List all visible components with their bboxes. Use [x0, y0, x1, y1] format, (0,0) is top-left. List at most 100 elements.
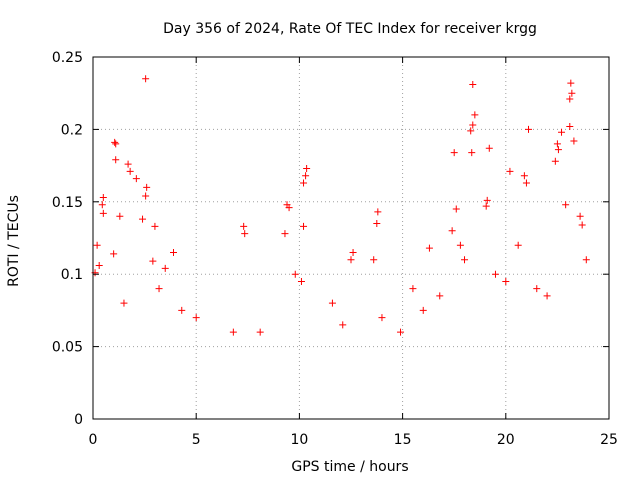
x-axis-label: GPS time / hours	[291, 459, 408, 475]
data-point	[95, 262, 103, 270]
data-point	[520, 172, 528, 180]
data-point	[425, 244, 433, 252]
data-point	[139, 215, 147, 223]
data-point	[456, 241, 464, 249]
data-point	[522, 179, 530, 187]
data-point	[300, 179, 308, 187]
data-point	[558, 128, 566, 136]
data-point	[285, 204, 293, 212]
data-point	[116, 212, 124, 220]
data-point	[483, 196, 491, 204]
data-point	[229, 328, 237, 336]
data-point	[419, 306, 427, 314]
x-tick-label: 0	[89, 432, 98, 448]
data-point	[568, 89, 576, 97]
data-point	[373, 220, 381, 228]
data-point	[471, 111, 479, 119]
y-tick-label: 0.25	[52, 50, 83, 66]
data-point	[98, 201, 106, 209]
data-point	[397, 328, 405, 336]
data-point	[582, 256, 590, 264]
grid-lines	[93, 57, 609, 419]
data-point	[576, 212, 584, 220]
data-point	[291, 270, 299, 278]
data-point	[562, 201, 570, 209]
data-point	[485, 144, 493, 152]
data-point	[566, 123, 574, 131]
data-point	[111, 138, 119, 146]
axis-ticks	[92, 56, 610, 420]
data-point	[543, 292, 551, 300]
data-point	[551, 157, 559, 165]
data-point	[297, 277, 305, 285]
data-point	[514, 241, 522, 249]
x-tick-label: 10	[290, 432, 308, 448]
data-point	[370, 256, 378, 264]
data-point	[468, 149, 476, 157]
data-point	[506, 167, 514, 175]
x-tick-label: 25	[600, 432, 618, 448]
data-point	[482, 202, 490, 210]
x-tick-label: 15	[394, 432, 412, 448]
data-point	[567, 79, 575, 87]
data-point	[461, 256, 469, 264]
data-point	[533, 285, 541, 293]
data-point	[240, 222, 248, 230]
data-point	[554, 146, 562, 154]
data-point	[349, 248, 357, 256]
data-point	[132, 175, 140, 183]
data-point	[491, 270, 499, 278]
data-point	[525, 125, 533, 133]
data-point	[450, 149, 458, 157]
data-point	[93, 241, 101, 249]
data-point	[566, 95, 574, 103]
data-point	[151, 222, 159, 230]
data-point	[553, 140, 561, 148]
data-point	[467, 127, 475, 135]
data-point	[469, 121, 477, 129]
data-point	[409, 285, 417, 293]
data-point	[502, 277, 510, 285]
data-point	[142, 75, 150, 83]
data-point	[178, 306, 186, 314]
data-point	[112, 156, 120, 164]
data-point	[192, 314, 200, 322]
data-point	[374, 208, 382, 216]
data-points	[91, 75, 590, 336]
plot-frame	[92, 56, 610, 420]
data-point	[143, 183, 151, 191]
x-tick-label: 5	[192, 432, 201, 448]
data-point	[161, 264, 169, 272]
x-tick-label: 20	[497, 432, 515, 448]
data-point	[303, 164, 311, 172]
data-point	[452, 205, 460, 213]
y-tick-label: 0.15	[52, 195, 83, 211]
data-point	[99, 193, 107, 201]
data-point	[378, 314, 386, 322]
data-point	[328, 299, 336, 307]
y-tick-label: 0.1	[61, 267, 83, 283]
data-point	[302, 172, 310, 180]
data-point	[256, 328, 264, 336]
y-tick-label: 0	[74, 412, 83, 428]
data-point	[112, 140, 120, 148]
data-point	[347, 256, 355, 264]
data-point	[241, 230, 249, 238]
data-point	[120, 299, 128, 307]
y-axis-label: ROTI / TECUs	[6, 195, 22, 287]
data-point	[300, 222, 308, 230]
data-point	[469, 81, 477, 89]
data-point	[99, 209, 107, 217]
data-point	[110, 250, 118, 258]
y-tick-label: 0.05	[52, 340, 83, 356]
data-point	[448, 227, 456, 235]
data-point	[578, 221, 586, 229]
y-tick-label: 0.2	[61, 122, 83, 138]
data-point	[570, 137, 578, 145]
data-point	[149, 257, 157, 265]
data-point	[281, 230, 289, 238]
chart-title: Day 356 of 2024, Rate Of TEC Index for r…	[163, 21, 537, 37]
data-point	[126, 167, 134, 175]
